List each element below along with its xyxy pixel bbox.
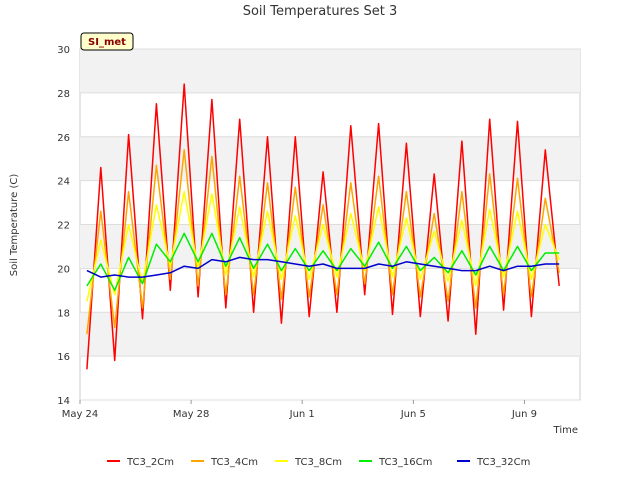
legend: TC3_2Cm TC3_4Cm TC3_8Cm TC3_16Cm TC3_32Cm [107, 457, 530, 468]
y-tick-label: 24 [57, 177, 70, 188]
y-tick-label: 18 [57, 308, 70, 319]
legend-label: TC3_4Cm [210, 457, 258, 468]
series-lines [86, 83, 560, 370]
y-tick-label: 16 [57, 352, 70, 363]
x-tick-label: May 28 [173, 409, 210, 420]
legend-label: TC3_2Cm [126, 457, 174, 468]
y-tick-label: 26 [57, 133, 70, 144]
plot-band [80, 49, 580, 93]
station-badge: SI_met [80, 32, 134, 51]
x-tick-label: Jun 9 [511, 409, 537, 420]
series-line-tc3-8cm [86, 190, 560, 302]
x-tick-label: Jun 1 [289, 409, 315, 420]
chart-title: Soil Temperatures Set 3 [243, 4, 398, 19]
legend-label: TC3_16Cm [378, 457, 432, 468]
y-tick-label: 30 [57, 45, 70, 56]
y-tick-label: 20 [57, 264, 70, 275]
series-line-tc3-32cm [86, 256, 560, 278]
y-axis-label: Soil Temperature (C) [9, 174, 20, 277]
station-badge-label: SI_met [88, 37, 126, 48]
legend-label: TC3_32Cm [476, 457, 530, 468]
y-axis: 14 16 18 20 22 24 26 28 30 [57, 45, 70, 407]
legend-label: TC3_8Cm [294, 457, 342, 468]
y-tick-label: 14 [57, 396, 70, 407]
y-tick-label: 28 [57, 89, 70, 100]
plot-band [80, 136, 580, 181]
y-tick-label: 22 [57, 221, 70, 232]
x-axis: May 24 May 28 Jun 1 Jun 5 Jun 9 [62, 400, 537, 420]
x-tick-label: Jun 5 [400, 409, 426, 420]
x-tick-label: May 24 [62, 409, 99, 420]
series-line-tc3-16cm [86, 232, 560, 292]
plot-band [80, 312, 580, 357]
x-axis-label: Time [553, 425, 578, 436]
